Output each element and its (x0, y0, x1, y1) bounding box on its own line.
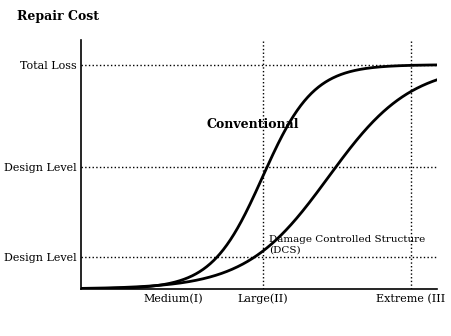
Text: Damage Controlled Structure
(DCS): Damage Controlled Structure (DCS) (269, 235, 425, 255)
Text: Conventional: Conventional (207, 118, 299, 130)
Text: Repair Cost: Repair Cost (17, 10, 99, 23)
